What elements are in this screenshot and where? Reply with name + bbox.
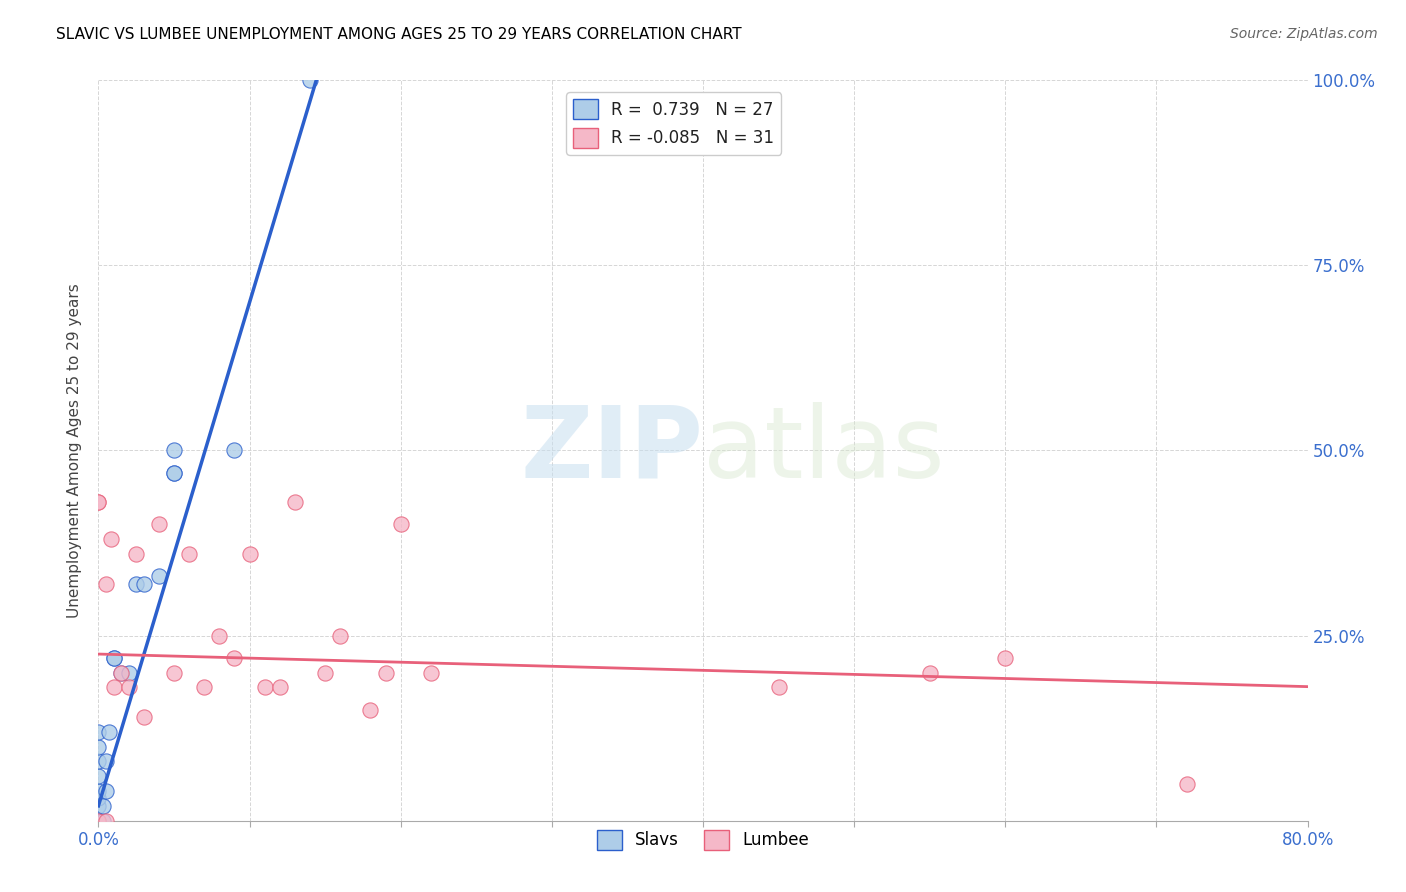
Point xyxy=(94,755,117,769)
Point xyxy=(284,495,307,509)
Point xyxy=(994,650,1017,665)
Legend: Slavs, Lumbee: Slavs, Lumbee xyxy=(591,823,815,856)
Point xyxy=(420,665,443,680)
Text: SLAVIC VS LUMBEE UNEMPLOYMENT AMONG AGES 25 TO 29 YEARS CORRELATION CHART: SLAVIC VS LUMBEE UNEMPLOYMENT AMONG AGES… xyxy=(56,27,742,42)
Point xyxy=(87,814,110,828)
Point xyxy=(94,576,117,591)
Point xyxy=(87,724,110,739)
Point xyxy=(918,665,941,680)
Point xyxy=(103,681,125,695)
Point xyxy=(239,547,262,561)
Point xyxy=(87,495,110,509)
Point xyxy=(299,73,322,87)
Text: ZIP: ZIP xyxy=(520,402,703,499)
Y-axis label: Unemployment Among Ages 25 to 29 years: Unemployment Among Ages 25 to 29 years xyxy=(67,283,83,618)
Point xyxy=(329,628,352,642)
Point xyxy=(179,547,201,561)
Point xyxy=(132,710,155,724)
Point xyxy=(125,547,148,561)
Point xyxy=(269,681,291,695)
Point xyxy=(148,569,170,583)
Point xyxy=(163,466,186,480)
Point xyxy=(87,739,110,754)
Point xyxy=(118,665,141,680)
Point xyxy=(87,814,110,828)
Point xyxy=(118,681,141,695)
Point xyxy=(768,681,790,695)
Point xyxy=(163,466,186,480)
Point xyxy=(91,814,114,828)
Point xyxy=(314,665,336,680)
Point xyxy=(360,703,382,717)
Point xyxy=(103,650,125,665)
Point xyxy=(163,443,186,458)
Text: Source: ZipAtlas.com: Source: ZipAtlas.com xyxy=(1230,27,1378,41)
Point xyxy=(224,443,246,458)
Point xyxy=(389,517,412,532)
Point xyxy=(148,517,170,532)
Point xyxy=(87,798,110,813)
Point xyxy=(91,798,114,813)
Point xyxy=(87,755,110,769)
Point xyxy=(110,665,132,680)
Point xyxy=(103,650,125,665)
Point xyxy=(132,576,155,591)
Point xyxy=(253,681,276,695)
Point xyxy=(87,791,110,805)
Point xyxy=(100,533,122,547)
Point xyxy=(125,576,148,591)
Point xyxy=(87,814,110,828)
Point xyxy=(87,784,110,798)
Point xyxy=(224,650,246,665)
Point xyxy=(193,681,215,695)
Point xyxy=(98,724,121,739)
Point xyxy=(87,769,110,783)
Point xyxy=(87,814,110,828)
Point xyxy=(1175,776,1198,791)
Point xyxy=(163,665,186,680)
Text: atlas: atlas xyxy=(703,402,945,499)
Point xyxy=(374,665,396,680)
Point xyxy=(94,814,117,828)
Point xyxy=(110,665,132,680)
Point xyxy=(87,495,110,509)
Point xyxy=(94,784,117,798)
Point xyxy=(208,628,231,642)
